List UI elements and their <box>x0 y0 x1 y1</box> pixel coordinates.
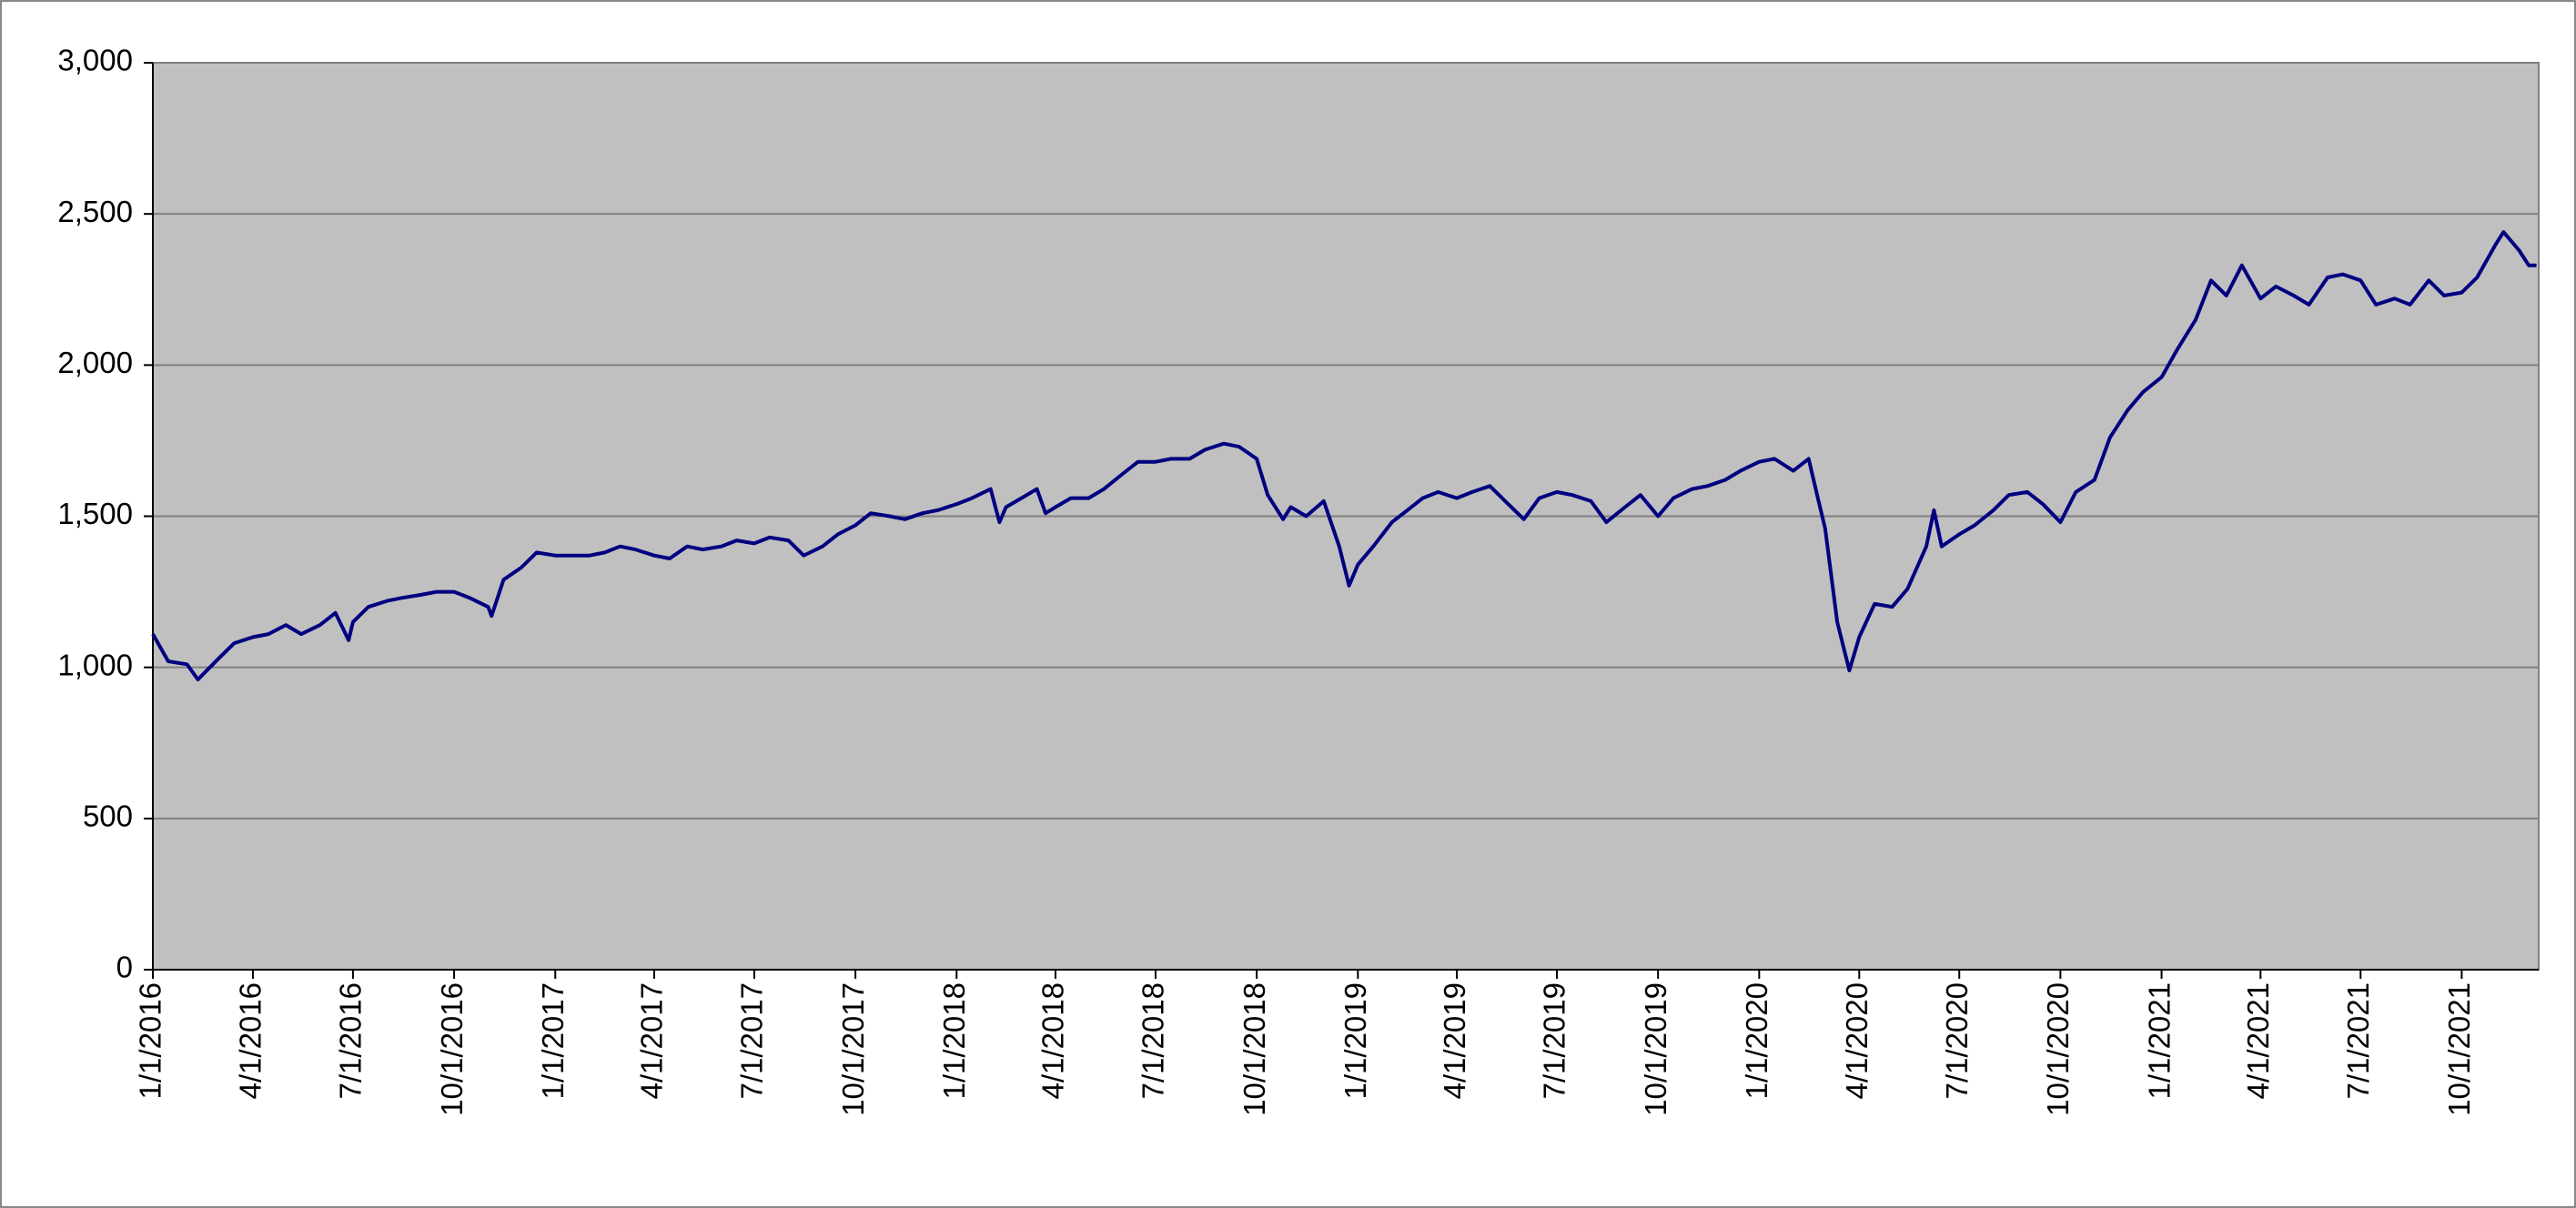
y-tick-label: 3,000 <box>57 44 133 77</box>
x-tick-label: 1/1/2020 <box>1740 982 1773 1099</box>
x-tick-label: 4/1/2016 <box>234 982 268 1099</box>
x-tick-label: 1/1/2018 <box>937 982 971 1099</box>
x-tick-label: 4/1/2021 <box>2241 982 2275 1099</box>
x-tick-label: 7/1/2016 <box>334 982 368 1099</box>
x-tick-label: 10/1/2018 <box>1237 982 1271 1116</box>
x-tick-label: 7/1/2020 <box>1940 982 1974 1099</box>
x-tick-label: 10/1/2021 <box>2442 982 2476 1116</box>
x-tick-label: 4/1/2018 <box>1036 982 1070 1099</box>
x-tick-label: 7/1/2021 <box>2341 982 2375 1099</box>
x-tick-label: 1/1/2019 <box>1339 982 1372 1099</box>
y-tick-label: 2,000 <box>57 346 133 379</box>
data-line <box>151 230 2537 681</box>
x-tick-label: 10/1/2020 <box>2041 982 2075 1116</box>
x-tick-label: 7/1/2019 <box>1538 982 1571 1099</box>
x-tick-label: 10/1/2017 <box>836 982 870 1116</box>
x-tick-label: 1/1/2016 <box>134 982 167 1099</box>
x-tick-label: 10/1/2019 <box>1639 982 1672 1116</box>
x-tick-label: 10/1/2016 <box>435 982 469 1116</box>
x-tick-label: 7/1/2018 <box>1136 982 1170 1099</box>
y-tick-label: 0 <box>116 951 133 984</box>
x-tick-label: 4/1/2019 <box>1438 982 1471 1099</box>
x-tick-label: 1/1/2017 <box>536 982 570 1099</box>
x-tick-label: 1/1/2021 <box>2142 982 2176 1099</box>
y-tick-label: 2,500 <box>57 195 133 228</box>
x-tick-label: 4/1/2017 <box>635 982 669 1099</box>
y-tick-label: 1,000 <box>57 648 133 681</box>
x-tick-label: 7/1/2017 <box>735 982 769 1099</box>
y-tick-label: 500 <box>83 800 133 833</box>
x-tick-label: 4/1/2020 <box>1840 982 1874 1099</box>
y-tick-label: 1,500 <box>57 497 133 530</box>
